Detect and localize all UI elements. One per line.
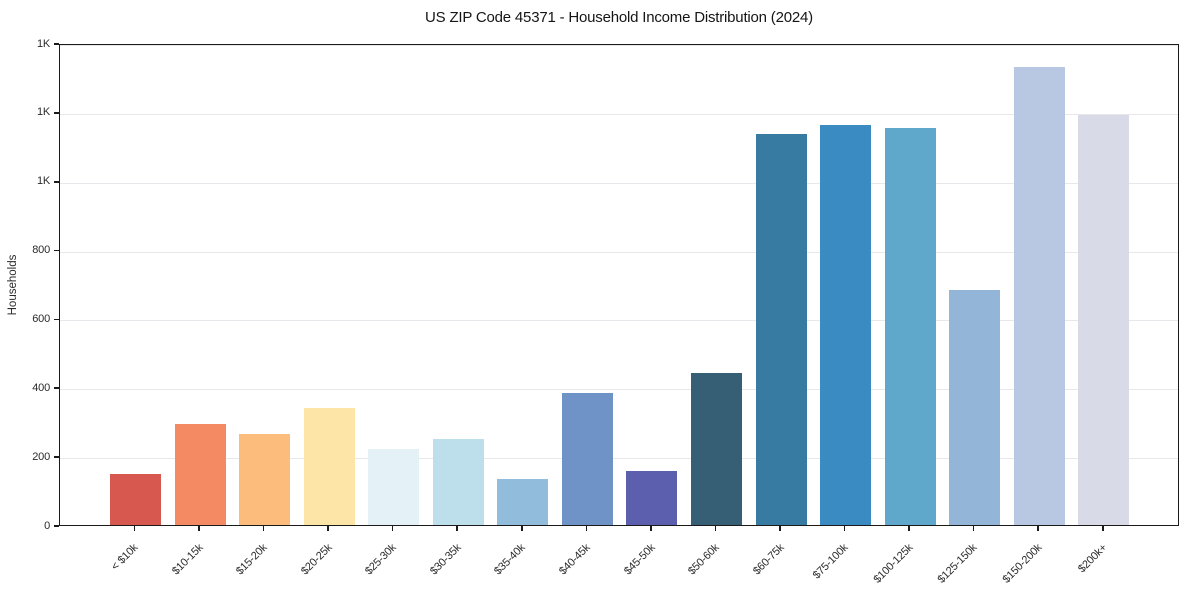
x-tick-label: $45-50k: [621, 541, 658, 578]
bar-$25-30k: [368, 448, 420, 525]
y-tick-mark: [54, 318, 59, 321]
bar-$35-40k: [497, 478, 549, 525]
bar-$40-45k: [561, 392, 613, 525]
bar-$50-60k: [690, 372, 742, 525]
y-tick-label: 1K: [36, 106, 50, 119]
x-tick-mark: [843, 526, 846, 531]
y-tick-label: 400: [32, 381, 50, 394]
x-tick-mark: [779, 526, 781, 531]
y-tick-mark: [54, 43, 59, 45]
bar-$60-75k: [755, 133, 807, 525]
y-tick-mark: [54, 249, 59, 252]
gridline: [60, 251, 1178, 253]
x-tick-mark: [391, 526, 394, 531]
y-tick-label: 800: [32, 244, 50, 257]
bar-$150-200k: [1013, 67, 1065, 525]
x-tick-label: < $10k: [109, 541, 141, 573]
x-tick-label: $40-45k: [556, 541, 593, 578]
chart-title: US ZIP Code 45371 - Household Income Dis…: [425, 9, 813, 26]
y-tick-label: 600: [32, 312, 50, 325]
x-tick-label: $10-15k: [169, 541, 206, 578]
bar-$30-35k: [432, 439, 484, 525]
x-tick-label: $25-30k: [363, 541, 399, 578]
x-tick-mark: [198, 526, 200, 531]
x-tick-mark: [972, 526, 975, 531]
x-tick-mark: [456, 526, 459, 531]
x-tick-label: $35-40k: [492, 541, 529, 578]
gridline: [60, 45, 1178, 46]
x-tick-mark: [133, 526, 136, 531]
x-tick-label: $50-60k: [686, 541, 722, 578]
y-tick-mark: [54, 525, 59, 527]
y-axis-label: Households: [7, 254, 19, 316]
gridline: [60, 182, 1178, 184]
x-tick-label: $75-100k: [811, 541, 851, 582]
x-tick-label: $150-200k: [1000, 541, 1045, 586]
y-tick-mark: [54, 387, 59, 390]
gridline: [60, 320, 1178, 322]
x-tick-label: $125-150k: [935, 541, 980, 586]
x-tick-mark: [650, 526, 652, 531]
gridline: [60, 113, 1178, 115]
bar-$45-50k: [626, 470, 678, 525]
y-tick-label: 1K: [36, 37, 50, 50]
x-tick-mark: [521, 526, 523, 531]
bar-$75-100k: [820, 125, 872, 525]
y-tick-label: 200: [32, 450, 50, 463]
x-tick-label: $20-25k: [298, 541, 335, 578]
y-tick-mark: [54, 112, 59, 114]
bar-$15-20k: [239, 434, 291, 525]
x-tick-label: $30-35k: [427, 541, 464, 578]
x-tick-mark: [585, 526, 588, 531]
bar-< $10k: [110, 474, 161, 525]
bar-$10-15k: [174, 424, 226, 525]
bar-$200k+: [1078, 115, 1130, 525]
x-tick-label: $15-20k: [234, 541, 270, 578]
x-tick-mark: [714, 526, 717, 531]
bar-$20-25k: [303, 407, 355, 525]
x-tick-label: $100-125k: [871, 541, 916, 586]
x-tick-mark: [327, 526, 329, 531]
x-tick-label: $60-75k: [750, 541, 787, 578]
gridline: [60, 458, 1178, 460]
x-tick-mark: [908, 526, 910, 531]
gridline: [60, 389, 1178, 391]
y-tick-mark: [54, 456, 59, 458]
y-tick-mark: [54, 180, 59, 183]
bar-$125-150k: [949, 289, 1001, 525]
bar-$100-125k: [884, 128, 936, 525]
x-tick-label: $200k+: [1075, 541, 1109, 576]
x-tick-mark: [262, 526, 265, 531]
x-tick-mark: [1101, 526, 1104, 531]
y-tick-label: 1K: [36, 175, 50, 188]
x-tick-mark: [1037, 526, 1039, 531]
plot-area: [59, 44, 1179, 526]
y-tick-label: 0: [44, 519, 50, 532]
